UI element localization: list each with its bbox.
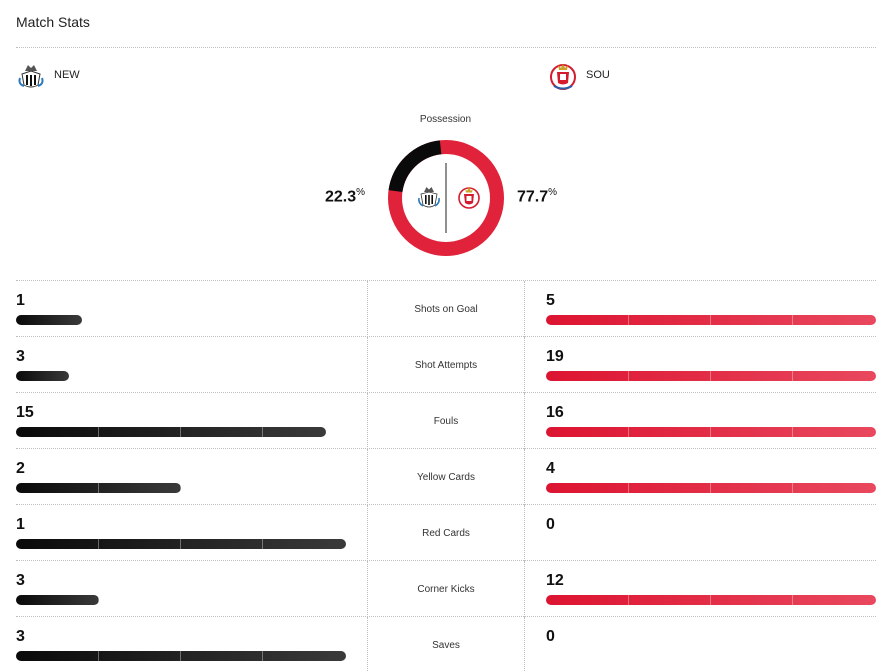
home-team-abbr: NEW — [54, 69, 80, 81]
home-team[interactable]: NEW — [16, 60, 80, 90]
southampton-crest-icon — [550, 64, 576, 90]
away-stat-cell: 16 — [546, 393, 876, 449]
stat-row: 15 Fouls 16 — [16, 392, 876, 449]
bar-segment-divider — [710, 427, 711, 437]
bar-segment-divider — [628, 315, 629, 325]
away-stat-bar — [546, 371, 876, 381]
away-stat-value: 0 — [546, 516, 555, 533]
bar-segment-divider — [180, 651, 181, 661]
bar-segment-divider — [98, 427, 99, 437]
bar-segment-divider — [180, 427, 181, 437]
away-stat-value: 5 — [546, 292, 555, 309]
possession-label: Possession — [419, 114, 472, 125]
bar-segment-divider — [628, 427, 629, 437]
possession-donut-chart — [388, 140, 504, 256]
away-stat-cell: 0 — [546, 617, 876, 671]
stat-row: 3 Shot Attempts 19 — [16, 336, 876, 393]
away-stat-bar — [546, 483, 876, 493]
home-stat-bar — [16, 483, 181, 493]
page-title: Match Stats — [16, 14, 90, 30]
stats-table: 1 Shots on Goal 5 3 Shot Attempts 19 15 … — [16, 280, 876, 671]
bar-segment-divider — [792, 371, 793, 381]
bar-segment-divider — [792, 595, 793, 605]
home-stat-cell: 1 — [16, 281, 367, 337]
away-stat-value: 19 — [546, 348, 564, 365]
home-stat-value: 3 — [16, 572, 25, 589]
bar-segment-divider — [262, 427, 263, 437]
newcastle-crest-icon — [418, 187, 440, 208]
bar-segment-divider — [262, 651, 263, 661]
stat-label: Saves — [367, 617, 525, 671]
away-stat-cell: 5 — [546, 281, 876, 337]
stat-row: 1 Red Cards 0 — [16, 504, 876, 561]
stat-label: Yellow Cards — [367, 449, 525, 505]
home-stat-cell: 1 — [16, 505, 367, 561]
home-stat-value: 1 — [16, 292, 25, 309]
stat-row: 1 Shots on Goal 5 — [16, 280, 876, 337]
bar-segment-divider — [98, 539, 99, 549]
away-stat-value: 12 — [546, 572, 564, 589]
bar-segment-divider — [710, 315, 711, 325]
away-stat-bar — [546, 427, 876, 437]
divider — [16, 47, 876, 48]
stat-label: Fouls — [367, 393, 525, 449]
bar-segment-divider — [628, 371, 629, 381]
stat-label: Red Cards — [367, 505, 525, 561]
home-possession-value: 22.3% — [325, 187, 366, 206]
home-stat-bar — [16, 427, 326, 437]
home-stat-cell: 3 — [16, 617, 367, 671]
stat-label: Shots on Goal — [367, 281, 525, 337]
bar-segment-divider — [98, 595, 99, 605]
home-stat-cell: 3 — [16, 561, 367, 617]
bar-segment-divider — [180, 539, 181, 549]
away-stat-cell: 0 — [546, 505, 876, 561]
home-stat-bar — [16, 595, 99, 605]
home-stat-cell: 2 — [16, 449, 367, 505]
away-stat-bar — [546, 315, 876, 325]
away-stat-value: 0 — [546, 628, 555, 645]
away-team[interactable]: SOU — [548, 60, 610, 90]
bar-segment-divider — [710, 595, 711, 605]
home-stat-cell: 15 — [16, 393, 367, 449]
away-stat-value: 16 — [546, 404, 564, 421]
bar-segment-divider — [98, 483, 99, 493]
bar-segment-divider — [792, 483, 793, 493]
bar-segment-divider — [262, 539, 263, 549]
bar-segment-divider — [628, 595, 629, 605]
bar-segment-divider — [180, 483, 181, 493]
stat-label: Corner Kicks — [367, 561, 525, 617]
away-stat-cell: 12 — [546, 561, 876, 617]
bar-segment-divider — [710, 483, 711, 493]
home-stat-value: 3 — [16, 348, 25, 365]
home-stat-cell: 3 — [16, 337, 367, 393]
stat-row: 2 Yellow Cards 4 — [16, 448, 876, 505]
home-stat-value: 2 — [16, 460, 25, 477]
bar-segment-divider — [792, 315, 793, 325]
away-stat-value: 4 — [546, 460, 555, 477]
home-stat-bar — [16, 539, 346, 549]
away-stat-cell: 4 — [546, 449, 876, 505]
away-stat-bar — [546, 595, 876, 605]
away-stat-cell: 19 — [546, 337, 876, 393]
home-stat-value: 3 — [16, 628, 25, 645]
bar-segment-divider — [792, 427, 793, 437]
southampton-crest-icon — [458, 187, 480, 209]
bar-segment-divider — [98, 651, 99, 661]
home-stat-bar — [16, 651, 346, 661]
away-possession-arc — [388, 140, 504, 256]
stat-row: 3 Saves 0 — [16, 616, 876, 671]
home-stat-bar — [16, 371, 69, 381]
home-stat-value: 15 — [16, 404, 34, 421]
away-possession-value: 77.7% — [517, 187, 558, 206]
newcastle-crest-icon — [18, 65, 44, 88]
bar-segment-divider — [710, 371, 711, 381]
stat-label: Shot Attempts — [367, 337, 525, 393]
away-team-abbr: SOU — [586, 69, 610, 81]
bar-segment-divider — [628, 483, 629, 493]
home-stat-value: 1 — [16, 516, 25, 533]
home-stat-bar — [16, 315, 82, 325]
stat-row: 3 Corner Kicks 12 — [16, 560, 876, 617]
